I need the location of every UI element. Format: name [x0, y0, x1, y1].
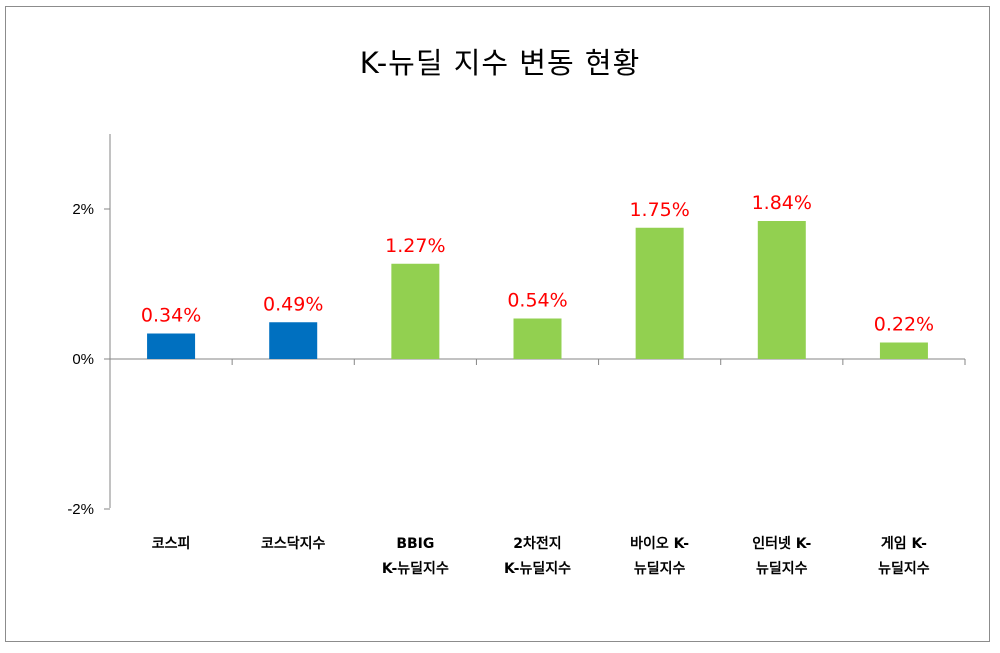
chart-title: K-뉴딜 지수 변동 현황: [359, 46, 641, 80]
bar: [635, 227, 684, 359]
category-label: 인터넷 K-: [752, 535, 811, 552]
category-label: K-뉴딜지수: [504, 561, 571, 577]
bar: [391, 263, 440, 359]
category-labels: 코스피 코스닥지수 BBIG K-뉴딜지수 2차전지 K-뉴딜지수 바이오 K- 뉴딜지수 인터…: [152, 535, 930, 577]
data-labels: 0.34% 0.49% 1.27% 0.54% 1.75% 1.84% 0.22%: [141, 192, 934, 336]
data-label: 1.27%: [385, 235, 445, 257]
chart-frame: [5, 6, 990, 642]
category-label: 바이오 K-: [630, 535, 689, 552]
category-label: 게임 K-: [881, 536, 927, 552]
y-tick-label: -2%: [67, 501, 94, 518]
data-label: 0.22%: [874, 314, 934, 336]
category-label: BBIG: [396, 536, 434, 552]
category-label: 코스피: [152, 536, 191, 552]
bar: [147, 333, 196, 359]
data-label: 1.84%: [752, 192, 812, 214]
category-label: 뉴딜지수: [634, 561, 686, 577]
data-label: 0.49%: [263, 293, 323, 315]
bar: [757, 221, 806, 359]
category-label: 뉴딜지수: [878, 561, 930, 577]
y-tick-label: 0%: [72, 351, 94, 368]
category-label: 2차전지: [513, 535, 561, 552]
data-label: 0.34%: [141, 305, 201, 327]
data-label: 0.54%: [507, 290, 567, 312]
y-tick-label: 2%: [72, 201, 94, 218]
bars: [147, 221, 928, 359]
category-label: 코스닥지수: [261, 535, 326, 552]
bar: [513, 318, 562, 359]
category-label: 뉴딜지수: [756, 561, 808, 577]
bar: [269, 322, 318, 359]
bar: [879, 342, 928, 359]
data-label: 1.75%: [629, 199, 689, 221]
category-label: K-뉴딜지수: [382, 561, 449, 577]
